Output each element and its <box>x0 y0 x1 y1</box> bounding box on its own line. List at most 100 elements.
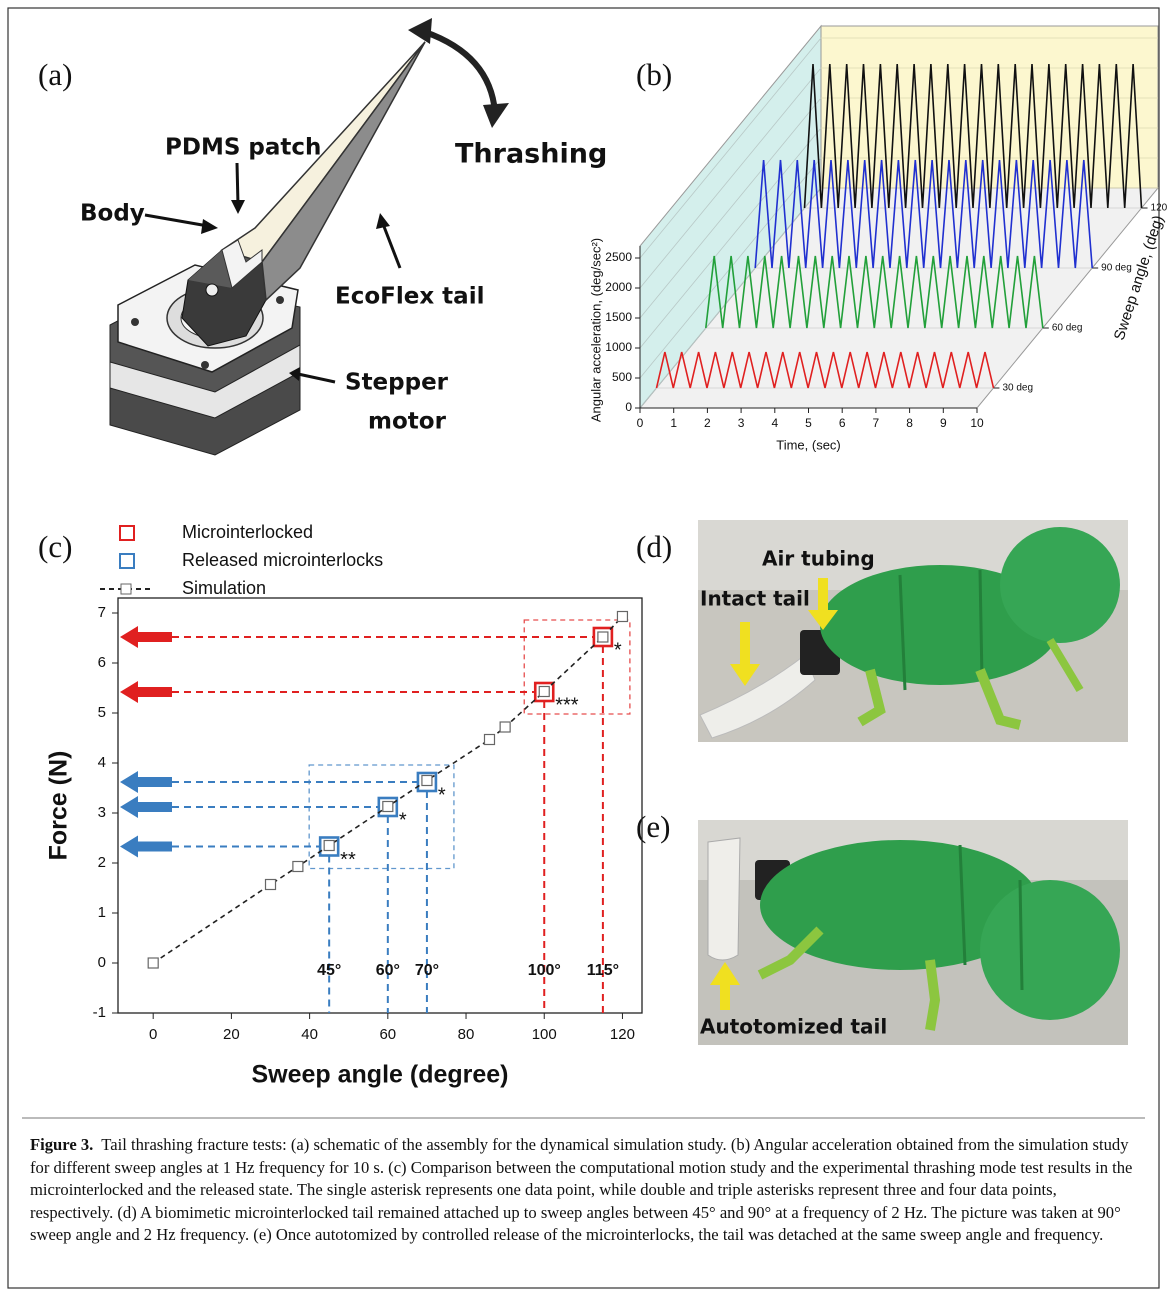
x-value-label: 115° <box>587 962 619 979</box>
simulation-point <box>422 776 432 786</box>
illustration-shape <box>376 213 390 229</box>
page-body: (a) (b) (c) (d) (e) PDMS patch Body Thra… <box>0 0 1167 1297</box>
x-tick-label: 3 <box>738 416 745 430</box>
label: Stepper <box>345 370 449 396</box>
x-tick-label: 120 <box>610 1026 635 1043</box>
illustration-shape <box>980 570 982 680</box>
z-tick-label: 120 deg <box>1151 203 1167 214</box>
illustration-shape <box>708 838 740 960</box>
z-tick-label: 90 deg <box>1101 263 1132 274</box>
label: motor <box>368 409 447 435</box>
x-axis-label: Time, (sec) <box>776 437 841 452</box>
x-tick-label: 0 <box>149 1026 157 1043</box>
illustration-shape <box>980 880 1120 1020</box>
arrow <box>120 771 172 793</box>
illustration-shape <box>930 960 935 1030</box>
simulation-point <box>148 958 158 968</box>
simulation-point <box>324 841 334 851</box>
z-tick-label: 30 deg <box>1002 383 1033 394</box>
label: PDMS patch <box>165 135 321 161</box>
y-tick-label: 2000 <box>605 280 632 294</box>
x-tick-label: 8 <box>906 416 913 430</box>
illustration-shape <box>298 374 335 382</box>
illustration-shape <box>231 200 245 214</box>
legend-symbol <box>120 526 134 540</box>
panel-label: (e) <box>636 809 670 844</box>
y-tick-label: 500 <box>612 370 632 384</box>
y-tick-label: 0 <box>625 400 632 414</box>
arrow <box>120 836 172 858</box>
simulation-point <box>500 722 510 732</box>
y-tick-label: 1500 <box>605 310 632 324</box>
caption: Figure 3.Tail thrashing fracture tests: … <box>30 1134 1138 1247</box>
y-tick-label: 3 <box>98 804 106 821</box>
point-label: * <box>614 639 622 661</box>
figure: (a) (b) (c) (d) (e) PDMS patch Body Thra… <box>0 0 1167 1297</box>
legend-symbol <box>120 554 134 568</box>
point-label: ** <box>340 849 356 871</box>
x-value-label: 60° <box>376 962 400 979</box>
x-tick-label: 6 <box>839 416 846 430</box>
illustration-shape <box>1020 880 1022 990</box>
page: Figure 3 { "panel_labels": ["(a)", "(b)"… <box>0 0 1167 1297</box>
panel-label: (b) <box>636 57 672 92</box>
simulation-point <box>293 862 303 872</box>
x-tick-label: 1 <box>670 416 677 430</box>
point-label: *** <box>555 694 579 716</box>
x-tick-label: 10 <box>970 416 984 430</box>
point-label: * <box>399 809 407 831</box>
legend-label: Microinterlocked <box>182 522 313 542</box>
panel-label: (c) <box>38 529 72 564</box>
y-tick-label: 1000 <box>605 340 632 354</box>
x-tick-label: 5 <box>805 416 812 430</box>
z-tick-label: 60 deg <box>1052 323 1083 334</box>
y-tick-label: 7 <box>98 604 106 621</box>
illustration-shape <box>206 284 218 296</box>
simulation-point <box>539 687 549 697</box>
x-tick-label: 100 <box>532 1026 557 1043</box>
legend-label: Released microinterlocks <box>182 550 383 570</box>
y-tick-label: 1 <box>98 904 106 921</box>
y-tick-label: -1 <box>93 1004 106 1021</box>
back-wall <box>821 26 1158 188</box>
x-value-label: 70° <box>415 962 439 979</box>
legend-symbol <box>121 584 131 594</box>
simulation-point <box>266 880 276 890</box>
x-tick-label: 7 <box>873 416 880 430</box>
photo-d: Air tubing Intact tail <box>698 520 1128 742</box>
illustration-shape <box>1000 527 1120 643</box>
illustration-shape <box>131 318 139 326</box>
simulation-point <box>484 735 494 745</box>
arrow <box>120 626 172 648</box>
simulation-point <box>383 802 393 812</box>
label: Body <box>80 201 145 227</box>
x-tick-label: 2 <box>704 416 711 430</box>
y-tick-label: 2 <box>98 854 106 871</box>
y-tick-label: 5 <box>98 704 106 721</box>
simulation-point <box>598 632 608 642</box>
x-tick-label: 40 <box>301 1026 318 1043</box>
simulation-line <box>153 617 622 964</box>
x-value-label: 45° <box>317 962 341 979</box>
x-tick-label: 80 <box>458 1026 475 1043</box>
x-tick-label: 0 <box>637 416 644 430</box>
label: Thrashing <box>455 139 607 170</box>
label: EcoFlex tail <box>335 284 484 310</box>
arrow <box>120 796 172 818</box>
panel-label: (a) <box>38 57 72 92</box>
illustration-shape <box>276 296 284 304</box>
y-tick-label: 6 <box>98 654 106 671</box>
point-label: * <box>438 784 446 806</box>
illustration-shape <box>262 42 425 300</box>
legend-label: Simulation <box>182 578 266 598</box>
panel-label: (d) <box>636 529 672 564</box>
x-tick-label: 60 <box>379 1026 396 1043</box>
y-tick-label: 4 <box>98 754 106 771</box>
caption-label: Figure 3. <box>30 1135 93 1154</box>
caption-text: Tail thrashing fracture tests: (a) schem… <box>30 1135 1132 1244</box>
x-axis-label: Sweep angle (degree) <box>251 1061 508 1089</box>
x-tick-label: 9 <box>940 416 947 430</box>
y-axis-label: Force (N) <box>45 751 73 861</box>
x-tick-label: 4 <box>771 416 778 430</box>
y-tick-label: 2500 <box>605 250 632 264</box>
